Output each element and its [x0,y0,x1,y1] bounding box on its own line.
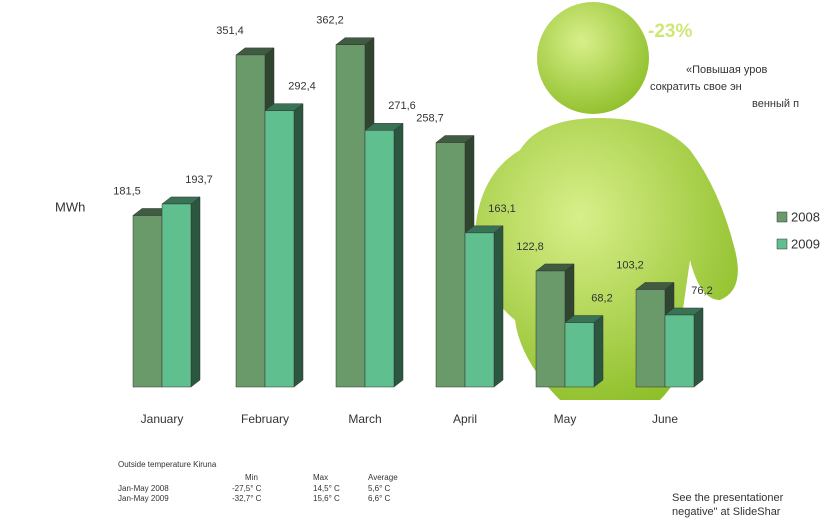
x-tick-label: January [141,412,184,426]
bar [336,45,365,387]
bar [436,143,465,387]
legend-label: 2008 [791,209,820,224]
bar [565,323,594,387]
table-header: Average [368,473,398,482]
legend-label: 2009 [791,236,820,251]
bar [162,204,191,387]
table-cell: 5,6° C [368,484,391,493]
table-cell: 14,5° C [313,484,340,493]
table-header: Max [313,473,328,482]
table-cell: Jan-May 2008 [118,484,169,493]
legend-swatch [777,212,787,222]
bar [465,233,494,387]
footer: negative" at SlideShar [672,506,781,518]
table-cell: 6,6° C [368,494,391,503]
x-tick-label: May [554,412,577,426]
value-label: 351,4 [216,25,244,37]
table-cell: -27,5° C [232,484,262,493]
value-label: 193,7 [185,174,213,186]
value-label: 76,2 [691,285,712,297]
quote-line: «Повышая уров [686,64,767,76]
quote-line: сократить свое эн [650,81,742,93]
bar-side [594,316,603,387]
table-cell: Jan-May 2009 [118,494,169,503]
bar [536,271,565,387]
y-axis-label: MWh [55,199,85,214]
value-label: 362,2 [316,15,344,27]
bar-side [694,308,703,387]
bar [636,289,665,387]
quote-line: венный п [752,98,799,110]
bar [133,215,162,387]
table-cell: -32,7° C [232,494,262,503]
value-label: 163,1 [488,203,516,215]
value-label: 258,7 [416,112,444,124]
bar-side [394,123,403,387]
value-label: 181,5 [113,185,141,197]
table-cell: 15,6° C [313,494,340,503]
chart: MWh -23% «Повышая уров сократить свое эн… [0,0,827,519]
legend-swatch [777,239,787,249]
table-header: Min [245,473,258,482]
bar [365,130,394,387]
footer: See the presentationer [672,492,784,504]
x-tick-label: June [652,412,678,426]
bar [665,315,694,387]
bar [236,55,265,387]
table-title: Outside temperature Kiruna [118,460,217,469]
bar [265,111,294,387]
value-label: 292,4 [288,81,316,93]
value-label: 122,8 [516,241,544,253]
x-tick-label: April [453,412,477,426]
bar-side [494,226,503,387]
callout: -23% [648,21,692,42]
x-tick-label: March [348,412,381,426]
value-label: 103,2 [616,259,644,271]
bar-side [294,104,303,387]
x-tick-label: February [241,412,289,426]
value-label: 271,6 [388,100,416,112]
value-label: 68,2 [591,292,612,304]
bar-side [191,197,200,387]
